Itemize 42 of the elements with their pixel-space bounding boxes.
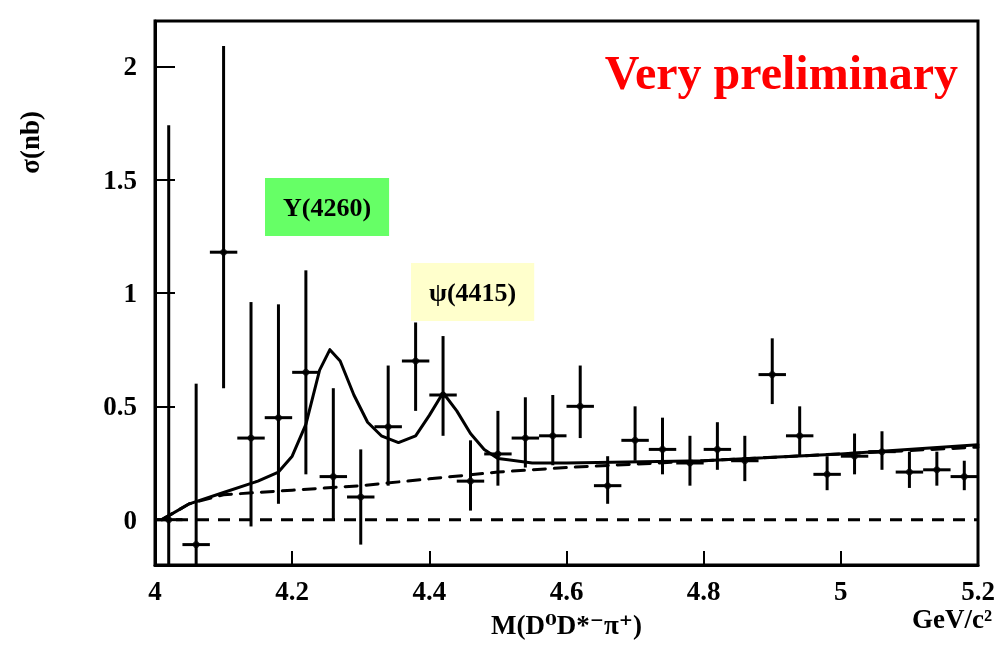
annotation: Y(4260): [283, 192, 372, 222]
y-tick-label: 2: [123, 51, 137, 82]
point: [796, 432, 804, 440]
point: [192, 541, 200, 549]
annotation: ψ(4415): [429, 277, 517, 307]
point: [659, 445, 667, 453]
point: [384, 423, 392, 431]
y-tick-label: 0.5: [103, 391, 137, 422]
y-axis-title: σ(nb): [14, 111, 45, 174]
point: [905, 468, 913, 476]
point: [329, 473, 337, 481]
x-tick-label: 4: [148, 575, 162, 606]
point: [274, 414, 282, 422]
point: [302, 368, 310, 376]
point: [412, 357, 420, 365]
point: [357, 493, 365, 501]
point: [960, 473, 968, 481]
point: [576, 402, 584, 410]
point: [604, 482, 612, 490]
y-tick-label: 1.5: [103, 164, 137, 195]
annotation: Very preliminary: [604, 45, 958, 99]
x-axis-title: M(D⁰D*⁻π⁺): [490, 609, 643, 640]
x-tick-label: 4.6: [549, 575, 584, 606]
point: [521, 434, 529, 442]
x-tick-label: 5.2: [961, 575, 995, 606]
point: [713, 445, 721, 453]
x-tick-label: 4.2: [275, 575, 310, 606]
x-tick-label: 4.8: [686, 575, 721, 606]
y-tick-label: 1: [123, 278, 137, 308]
point: [466, 477, 474, 485]
x-tick-label: 4.4: [412, 575, 447, 606]
point: [768, 371, 776, 379]
y-tick-label: 0: [123, 504, 137, 535]
point: [878, 448, 886, 456]
point: [549, 432, 557, 440]
point: [220, 248, 228, 256]
point: [933, 466, 941, 474]
text: GeV/c²: [911, 603, 993, 634]
point: [631, 436, 639, 444]
x-tick-label: 5: [834, 575, 848, 606]
point: [823, 470, 831, 478]
point: [165, 516, 173, 524]
